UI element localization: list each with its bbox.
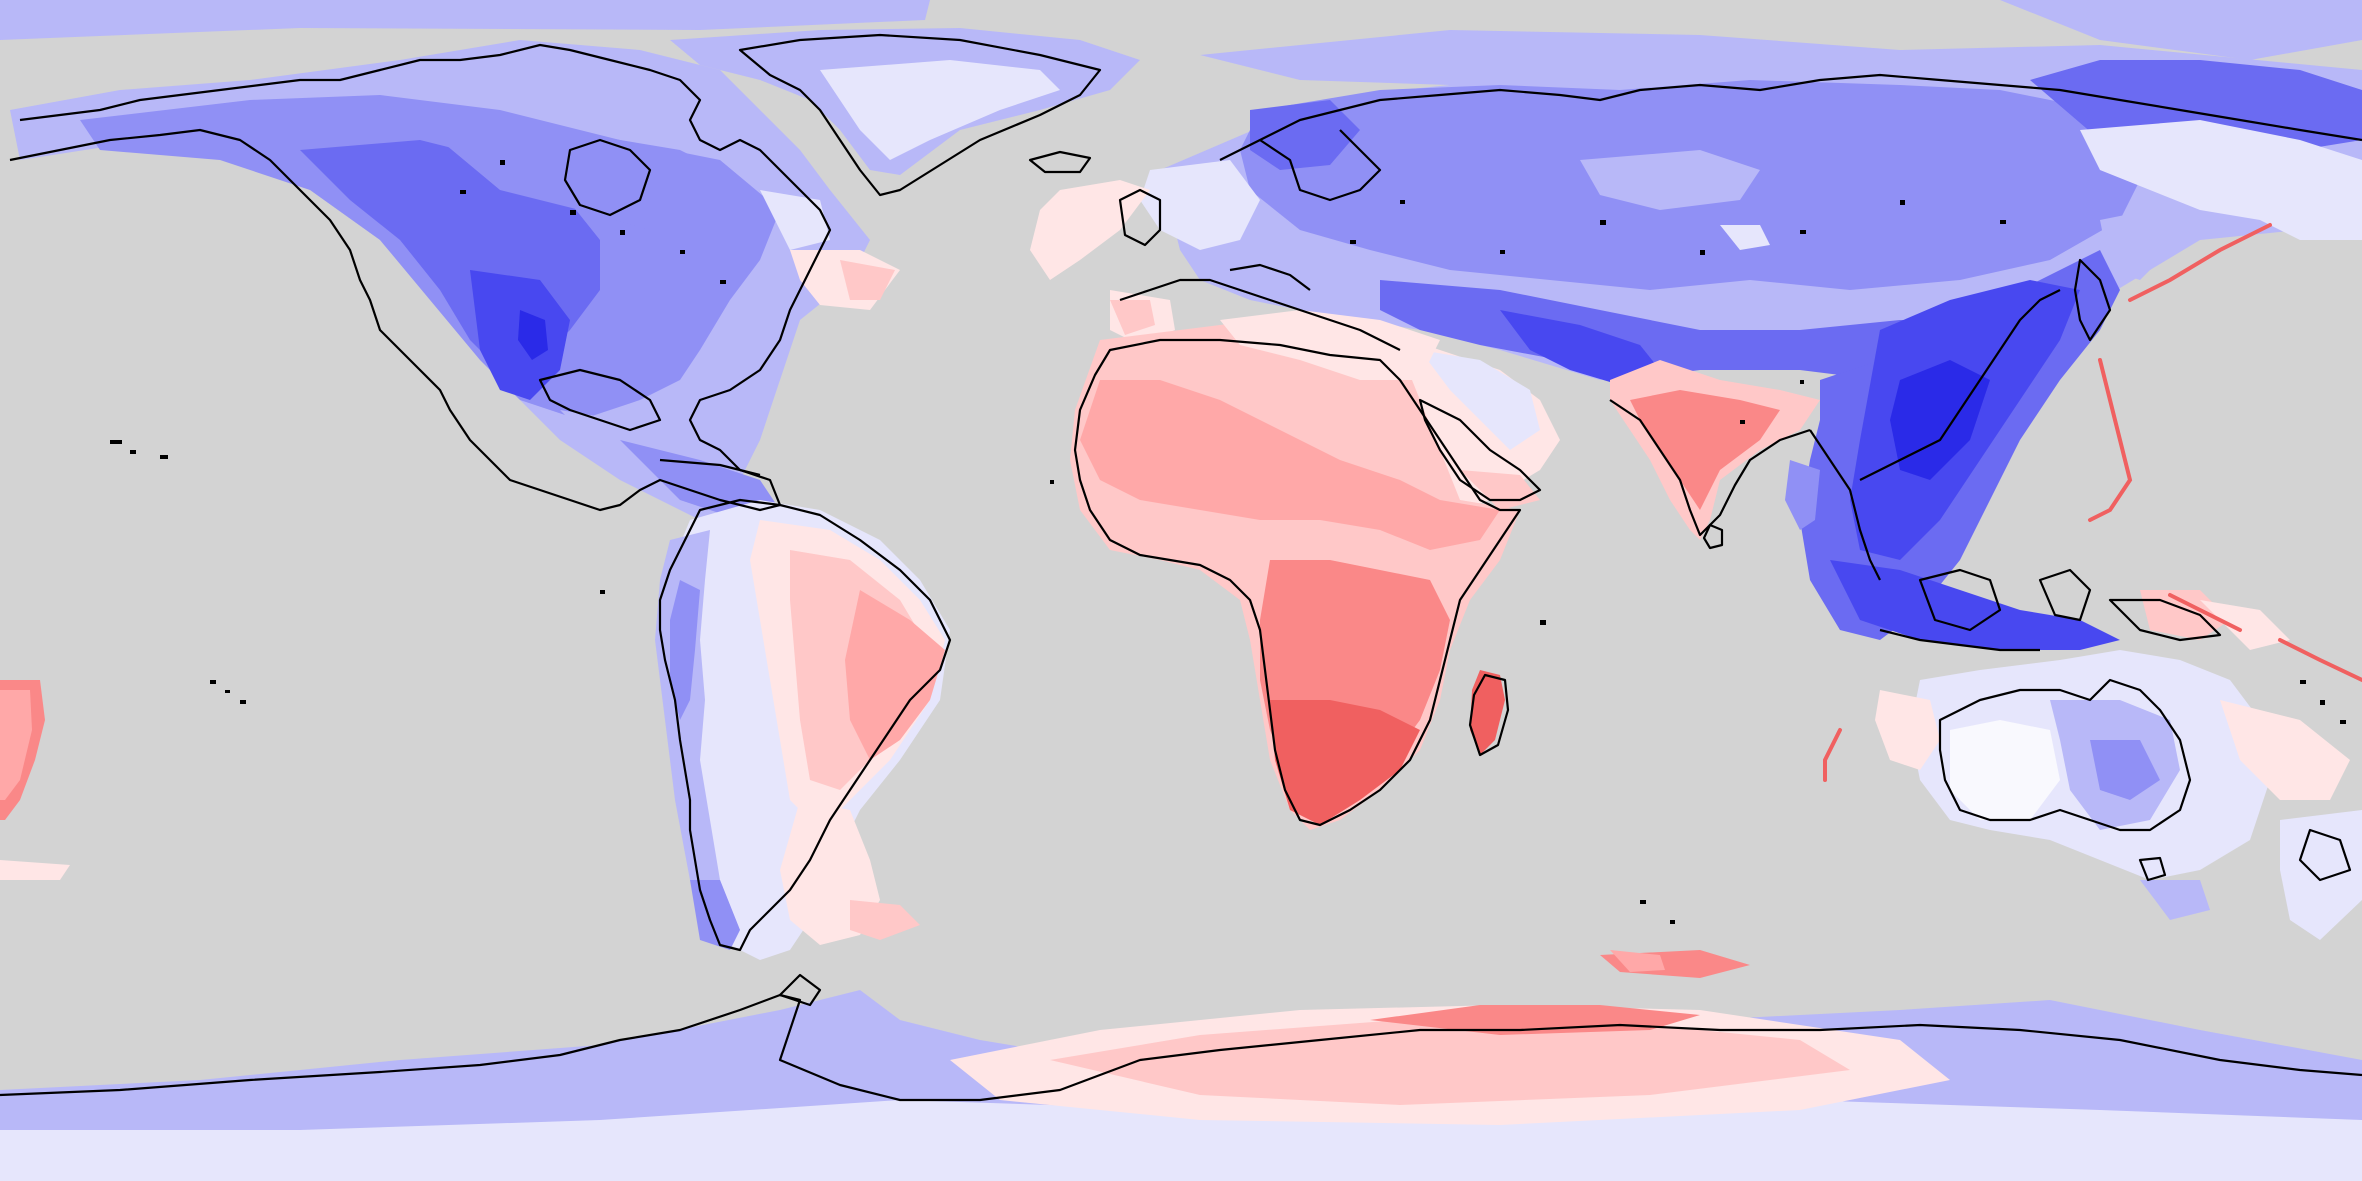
pacific-islands-west bbox=[0, 680, 1665, 972]
region-africa bbox=[1070, 310, 1520, 830]
antarctic-band bbox=[0, 950, 2362, 1181]
red-trench-lines bbox=[1823, 223, 2362, 782]
region-greenland bbox=[670, 28, 1140, 175]
region-east-asia bbox=[1785, 210, 2170, 650]
region-south-america bbox=[655, 500, 950, 960]
coastline-speckles bbox=[110, 160, 2346, 924]
coastlines bbox=[0, 33, 2362, 1102]
region-australia bbox=[1875, 590, 2362, 940]
